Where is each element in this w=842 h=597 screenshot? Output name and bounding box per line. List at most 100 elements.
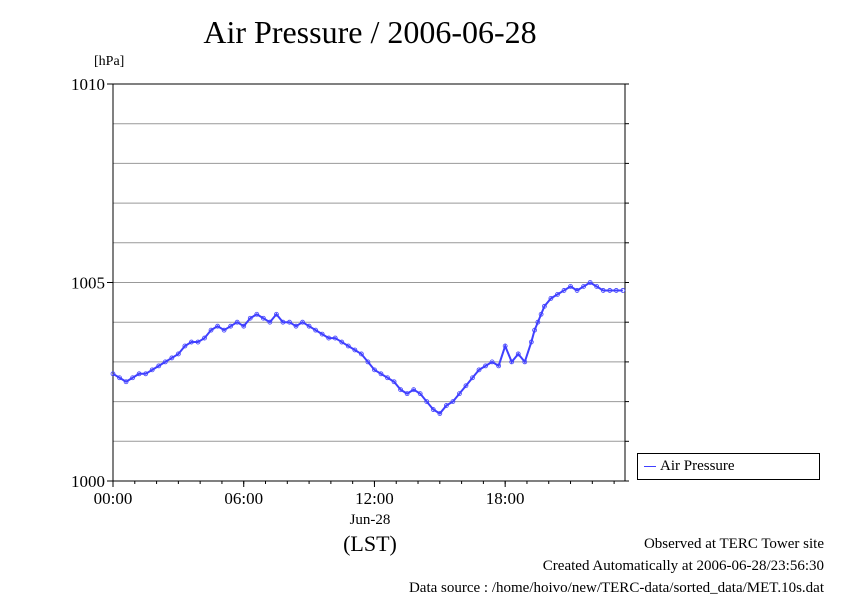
data-point: [358, 351, 364, 357]
chart-title: Air Pressure / 2006-06-28: [203, 14, 537, 50]
footer-site: Observed at TERC Tower site: [643, 536, 824, 552]
data-point: [489, 359, 495, 365]
data-point: [110, 371, 116, 377]
data-point: [541, 303, 547, 309]
x-tick-label: 18:00: [486, 489, 525, 508]
data-point: [607, 288, 613, 293]
y-tick-label: 1005: [71, 274, 105, 293]
data-point: [574, 288, 580, 293]
data-point: [221, 327, 227, 333]
data-point: [117, 375, 122, 381]
data-point: [339, 339, 345, 345]
footer-created: Created Automatically at 2006-06-28/23:5…: [542, 558, 824, 574]
y-tick-label: 1010: [71, 75, 105, 94]
data-point: [528, 339, 534, 345]
data-point: [443, 403, 449, 408]
data-point: [411, 387, 417, 393]
x-date-label: Jun-28: [349, 512, 391, 528]
data-point: [162, 359, 168, 365]
data-point: [385, 375, 390, 381]
data-point: [365, 359, 371, 365]
y-tick-label: 1000: [71, 472, 105, 491]
data-point: [175, 351, 181, 357]
legend-label: Air Pressure: [660, 458, 735, 474]
data-point: [581, 284, 587, 289]
data-point: [319, 331, 325, 337]
x-tick-label: 06:00: [224, 489, 263, 508]
series-line: [112, 281, 623, 415]
data-point: [587, 280, 593, 285]
data-point: [234, 319, 240, 325]
data-point: [515, 351, 521, 357]
data-point: [156, 363, 162, 369]
data-point: [352, 347, 358, 353]
data-point: [215, 323, 220, 329]
data-point: [620, 288, 626, 293]
data-point: [254, 311, 260, 317]
data-point: [555, 292, 560, 297]
data-point: [274, 311, 279, 317]
data-point: [287, 319, 292, 325]
data-point: [417, 391, 423, 397]
x-tick-label: 00:00: [94, 489, 133, 508]
data-point: [189, 339, 194, 345]
data-point: [300, 319, 305, 325]
data-point: [136, 371, 142, 377]
data-point: [532, 327, 537, 333]
data-point: [568, 284, 573, 289]
data-point: [613, 288, 619, 293]
x-timezone-label: (LST): [343, 531, 397, 556]
data-point: [280, 319, 286, 325]
data-point: [600, 288, 606, 293]
data-point: [502, 343, 508, 349]
data-point: [228, 323, 234, 329]
data-point: [476, 367, 482, 373]
data-point: [594, 284, 600, 289]
x-tick-label: 12:00: [355, 489, 394, 508]
data-point: [293, 323, 299, 329]
data-point: [509, 359, 515, 365]
data-point: [313, 327, 319, 333]
data-point: [149, 367, 155, 373]
data-point: [404, 391, 410, 397]
data-point: [483, 363, 488, 369]
data-point: [450, 399, 456, 405]
data-point: [345, 343, 351, 349]
data-point: [306, 323, 312, 329]
data-point: [430, 407, 436, 412]
data-point: [424, 399, 430, 405]
data-point: [267, 319, 273, 325]
data-point: [202, 335, 207, 341]
data-point: [535, 319, 541, 325]
data-point: [372, 367, 377, 373]
data-point: [260, 315, 266, 321]
data-point: [182, 343, 188, 349]
y-unit-label: [hPa]: [94, 54, 125, 69]
data-point: [470, 375, 475, 381]
data-point: [437, 411, 443, 416]
legend: Air Pressure: [637, 453, 820, 480]
data-point: [130, 375, 136, 381]
data-point: [169, 355, 175, 361]
data-point: [378, 371, 384, 377]
data-point: [457, 391, 462, 397]
data-point: [247, 315, 253, 321]
data-point: [332, 335, 338, 341]
data-point: [522, 359, 528, 365]
data-point: [326, 335, 332, 341]
footer-source: Data source : /home/hoivo/new/TERC-data/…: [408, 580, 824, 596]
data-point: [208, 327, 214, 333]
data-point: [538, 311, 544, 317]
data-point: [548, 295, 554, 301]
data-point: [496, 363, 502, 369]
data-point: [561, 288, 567, 293]
data-point: [398, 387, 403, 393]
data-point: [195, 339, 201, 345]
data-point: [143, 371, 149, 377]
data-point: [391, 379, 397, 385]
data-point: [241, 323, 247, 329]
data-point: [123, 379, 129, 385]
legend-swatch: [644, 466, 656, 467]
data-point: [463, 383, 469, 389]
